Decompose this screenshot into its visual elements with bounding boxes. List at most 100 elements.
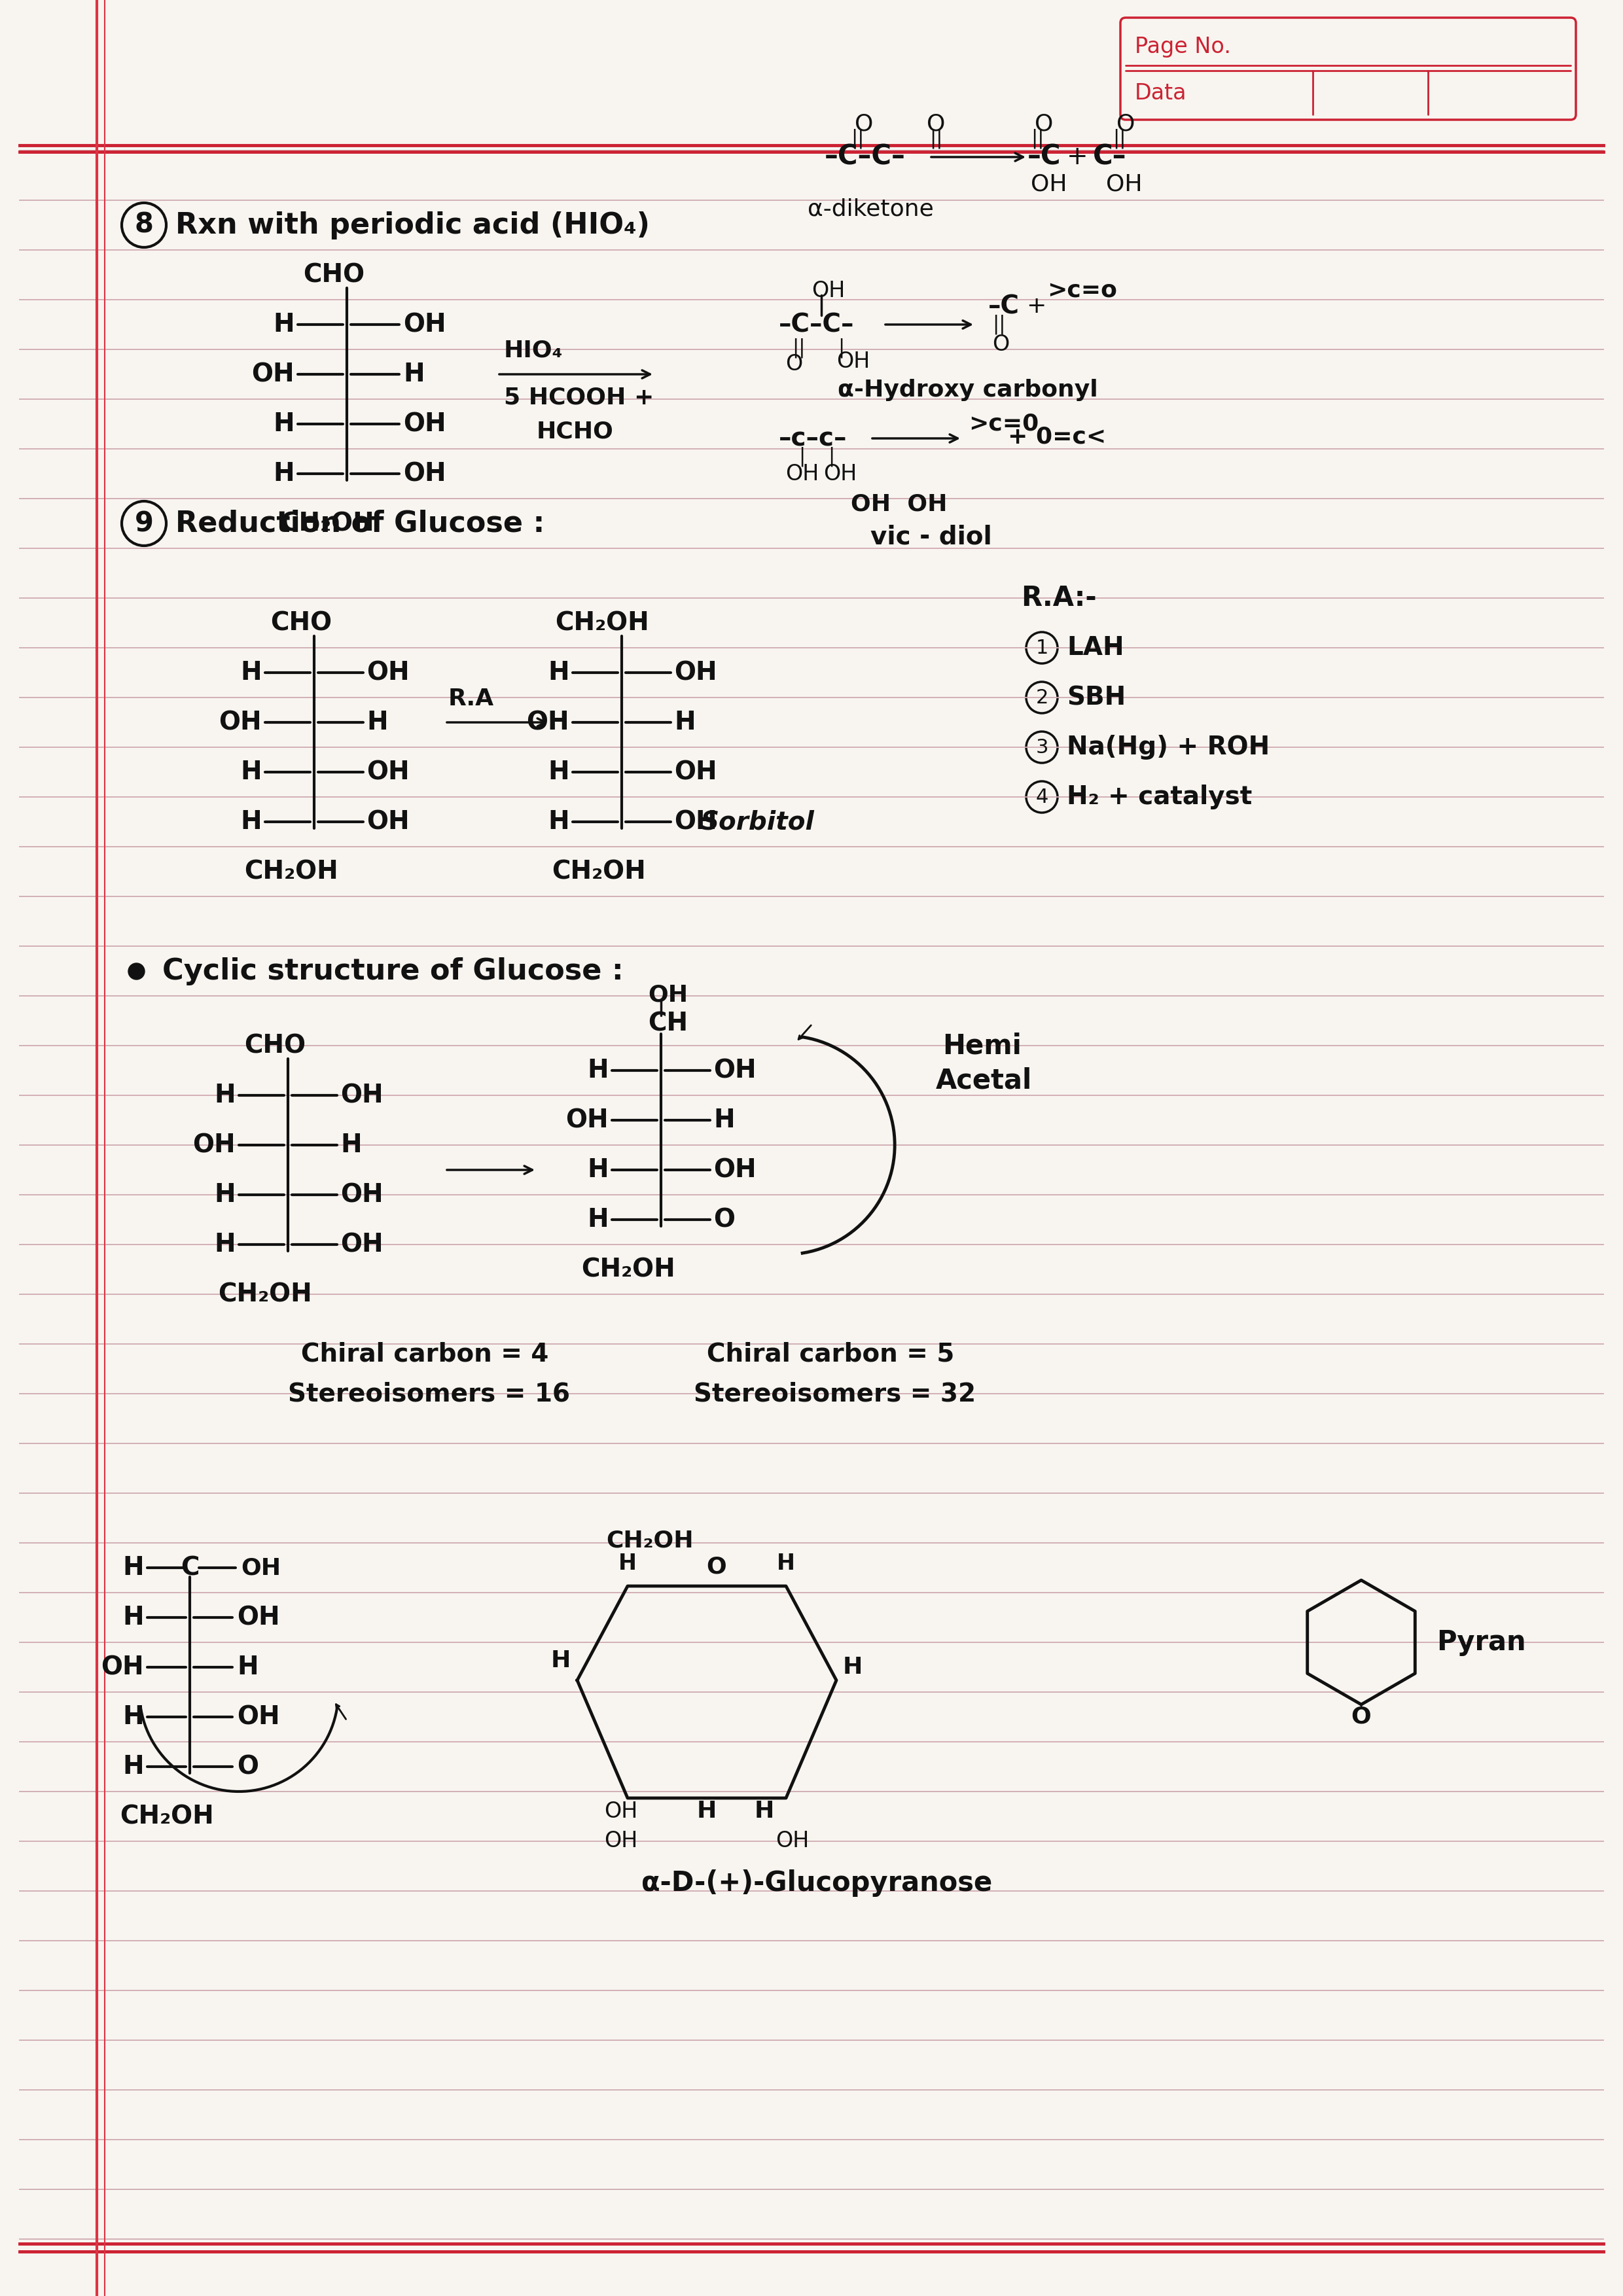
Text: OH: OH	[674, 661, 717, 684]
Text: OH: OH	[823, 464, 857, 484]
Text: H: H	[588, 1208, 609, 1233]
Text: OH: OH	[367, 760, 409, 785]
Text: Stereoisomers = 32: Stereoisomers = 32	[693, 1382, 975, 1405]
Text: OH: OH	[526, 709, 570, 735]
Text: O: O	[714, 1208, 735, 1233]
Text: 4: 4	[1035, 788, 1048, 806]
Text: OH: OH	[101, 1655, 144, 1681]
Text: 5 HCOOH +: 5 HCOOH +	[503, 386, 654, 409]
Text: –C: –C	[988, 294, 1019, 319]
Text: CHO: CHO	[304, 262, 365, 287]
Text: OH: OH	[237, 1704, 279, 1729]
Text: ||: ||	[850, 129, 863, 149]
Text: OH: OH	[836, 351, 870, 372]
Text: +: +	[1026, 296, 1047, 317]
Text: H: H	[214, 1182, 235, 1208]
Text: H: H	[755, 1800, 774, 1823]
Text: ||: ||	[1112, 129, 1126, 149]
Text: vic - diol: vic - diol	[870, 523, 992, 549]
Text: H: H	[240, 810, 261, 833]
Text: ||: ||	[792, 338, 805, 358]
Text: OH: OH	[1031, 174, 1066, 195]
Text: CHO: CHO	[243, 1033, 305, 1058]
Text: OH: OH	[341, 1084, 383, 1107]
Text: R.A: R.A	[448, 689, 493, 709]
Text: H: H	[549, 661, 570, 684]
Text: OH: OH	[341, 1233, 383, 1256]
Text: 3: 3	[1035, 737, 1048, 758]
Text: H: H	[214, 1233, 235, 1256]
Text: CHO: CHO	[271, 611, 331, 636]
Text: |: |	[799, 448, 805, 466]
Text: 1: 1	[1035, 638, 1048, 657]
Text: CH₂OH: CH₂OH	[217, 1281, 312, 1306]
Text: HCHO: HCHO	[537, 420, 613, 443]
Text: C–: C–	[1092, 142, 1126, 170]
Text: OH: OH	[367, 661, 409, 684]
Text: H: H	[842, 1655, 863, 1678]
Text: ||: ||	[928, 129, 943, 149]
Text: ||: ||	[992, 315, 1006, 335]
Text: Rxn with periodic acid (HIO₄): Rxn with periodic acid (HIO₄)	[175, 211, 649, 239]
Text: H: H	[588, 1157, 609, 1182]
Text: O: O	[855, 113, 873, 135]
Text: >c=0: >c=0	[969, 413, 1039, 436]
Text: OH: OH	[648, 983, 688, 1006]
Text: OH: OH	[604, 1830, 638, 1851]
Text: O: O	[237, 1754, 258, 1779]
Text: +: +	[1066, 145, 1087, 170]
Text: 2: 2	[1035, 689, 1048, 707]
Text: CH₂OH: CH₂OH	[281, 512, 375, 535]
Text: α-D-(+)-Glucopyranose: α-D-(+)-Glucopyranose	[641, 1869, 992, 1896]
Text: CH: CH	[648, 1010, 688, 1035]
Text: H: H	[674, 709, 695, 735]
Text: –C–C–: –C–C–	[824, 142, 906, 170]
Text: R.A:-: R.A:-	[1021, 583, 1097, 611]
Text: O: O	[786, 354, 802, 374]
Text: OH: OH	[812, 280, 846, 301]
Text: Na(Hg) + ROH: Na(Hg) + ROH	[1066, 735, 1269, 760]
Text: SBH: SBH	[1066, 684, 1126, 709]
Text: H₂ + catalyst: H₂ + catalyst	[1066, 785, 1251, 810]
Text: C: C	[180, 1554, 200, 1580]
Text: 8: 8	[135, 211, 154, 239]
Text: α-Hydroxy carbonyl: α-Hydroxy carbonyl	[837, 379, 1097, 402]
Text: LAH: LAH	[1066, 636, 1125, 661]
Text: H: H	[273, 461, 294, 487]
Text: H: H	[550, 1649, 571, 1671]
Text: H: H	[618, 1552, 636, 1575]
Text: H: H	[367, 709, 388, 735]
Text: 9: 9	[135, 510, 154, 537]
Text: H: H	[549, 810, 570, 833]
Text: Chiral carbon = 5: Chiral carbon = 5	[706, 1341, 954, 1366]
Text: H: H	[240, 661, 261, 684]
Text: Sorbitol: Sorbitol	[700, 810, 815, 833]
Text: H: H	[123, 1754, 144, 1779]
Text: –c–c–: –c–c–	[779, 427, 847, 450]
Text: O: O	[1117, 113, 1134, 135]
Text: Reduction of Glucose :: Reduction of Glucose :	[175, 510, 545, 537]
Text: CH₂OH: CH₂OH	[243, 859, 338, 884]
Text: Stereoisomers = 16: Stereoisomers = 16	[287, 1382, 570, 1405]
Text: Hemi: Hemi	[943, 1031, 1021, 1058]
Text: OH: OH	[776, 1830, 810, 1851]
Text: + 0=c<: + 0=c<	[1008, 427, 1107, 448]
Text: H: H	[123, 1704, 144, 1729]
Text: O: O	[992, 333, 1010, 356]
Text: ||: ||	[1031, 129, 1044, 149]
Text: CH₂OH: CH₂OH	[120, 1805, 214, 1830]
Text: H: H	[588, 1058, 609, 1084]
Text: OH: OH	[252, 363, 294, 386]
Text: –C: –C	[1027, 142, 1061, 170]
Text: Pyran: Pyran	[1436, 1628, 1526, 1655]
Text: H: H	[240, 760, 261, 785]
Text: OH: OH	[403, 411, 446, 436]
Text: H: H	[403, 363, 425, 386]
Text: OH: OH	[566, 1107, 609, 1132]
Text: H: H	[273, 411, 294, 436]
Text: HIO₄: HIO₄	[503, 340, 563, 363]
Text: OH: OH	[240, 1557, 281, 1580]
Text: O: O	[927, 113, 945, 135]
Text: OH: OH	[403, 312, 446, 338]
Text: OH: OH	[341, 1182, 383, 1208]
